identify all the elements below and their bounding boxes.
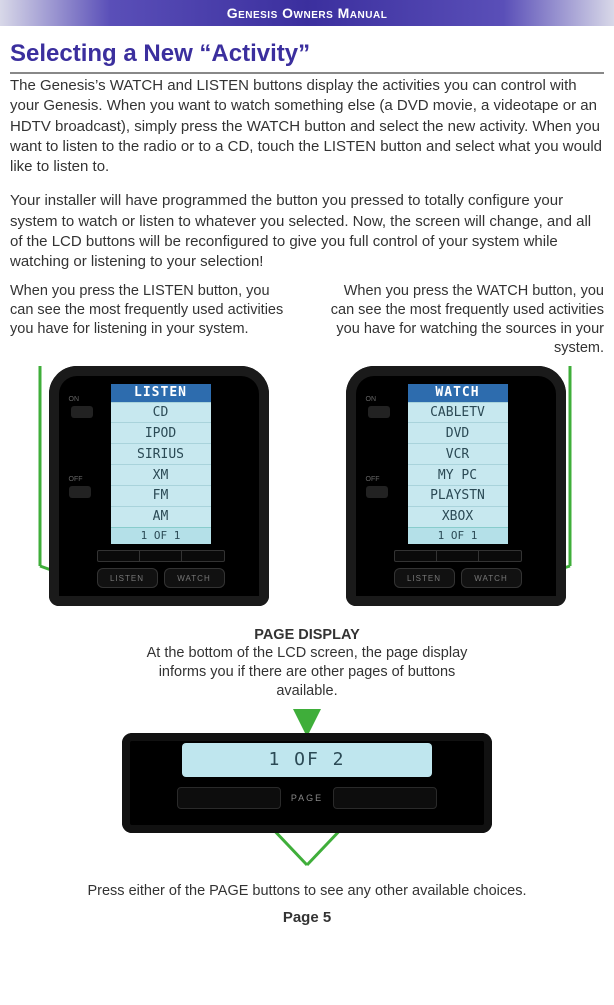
lcd-row: FM: [111, 485, 211, 506]
listen-caption: When you press the LISTEN button, you ca…: [10, 282, 287, 357]
page-right-button: [333, 787, 437, 809]
remote-figures: ON OFF LISTEN CD IPOD SIRIUS XM FM AM 1 …: [10, 366, 604, 622]
watch-lcd-header: WATCH: [408, 384, 508, 402]
page-display-caption: PAGE DISPLAY At the bottom of the LCD sc…: [127, 626, 487, 701]
lcd-row: IPOD: [111, 422, 211, 443]
lcd-row: VCR: [408, 443, 508, 464]
listen-lcd: LISTEN CD IPOD SIRIUS XM FM AM 1 OF 1: [111, 384, 211, 544]
manual-header: Genesis Owners Manual: [0, 0, 614, 26]
off-label: OFF: [69, 476, 83, 483]
watch-caption: When you press the WATCH button, you can…: [327, 282, 604, 357]
power-off-button: [366, 486, 388, 498]
listen-button: LISTEN: [97, 568, 158, 588]
listen-lcd-page: 1 OF 1: [111, 527, 211, 544]
intro-paragraph: The Genesis’s WATCH and LISTEN buttons d…: [10, 76, 604, 177]
lcd-row: DVD: [408, 422, 508, 443]
lcd-row: XM: [111, 464, 211, 485]
lcd-row: MY PC: [408, 464, 508, 485]
lcd-row: XBOX: [408, 506, 508, 527]
lcd-row: PLAYSTN: [408, 485, 508, 506]
listen-remote-figure: ON OFF LISTEN CD IPOD SIRIUS XM FM AM 1 …: [49, 366, 269, 606]
page-label: PAGE: [287, 793, 327, 803]
listen-lcd-header: LISTEN: [111, 384, 211, 402]
on-label: ON: [69, 396, 80, 403]
power-on-button: [368, 406, 390, 418]
watch-remote-figure: ON OFF WATCH CABLETV DVD VCR MY PC PLAYS…: [346, 366, 566, 606]
page-left-button: [177, 787, 281, 809]
page-number: Page 5: [10, 909, 604, 936]
lcd-row: CABLETV: [408, 402, 508, 423]
lcd-row: SIRIUS: [111, 443, 211, 464]
page-display-title: PAGE DISPLAY: [254, 627, 360, 643]
power-off-button: [69, 486, 91, 498]
page-display-figure: 1 OF 2 PAGE: [122, 733, 492, 833]
wide-lcd-text: 1 OF 2: [182, 743, 432, 777]
watch-lcd-page: 1 OF 1: [408, 527, 508, 544]
watch-lcd: WATCH CABLETV DVD VCR MY PC PLAYSTN XBOX…: [408, 384, 508, 544]
section-title: Selecting a New “Activity”: [10, 36, 604, 74]
power-on-button: [71, 406, 93, 418]
watch-button: WATCH: [164, 568, 225, 588]
config-paragraph: Your installer will have programmed the …: [10, 191, 604, 272]
press-page-caption: Press either of the PAGE buttons to see …: [10, 883, 604, 899]
on-label: ON: [366, 396, 377, 403]
page-bar: [394, 550, 522, 562]
page-bar: [97, 550, 225, 562]
lcd-row: CD: [111, 402, 211, 423]
lcd-row: AM: [111, 506, 211, 527]
listen-button: LISTEN: [394, 568, 455, 588]
page-display-text: At the bottom of the LCD screen, the pag…: [147, 645, 468, 699]
watch-button: WATCH: [461, 568, 522, 588]
off-label: OFF: [366, 476, 380, 483]
